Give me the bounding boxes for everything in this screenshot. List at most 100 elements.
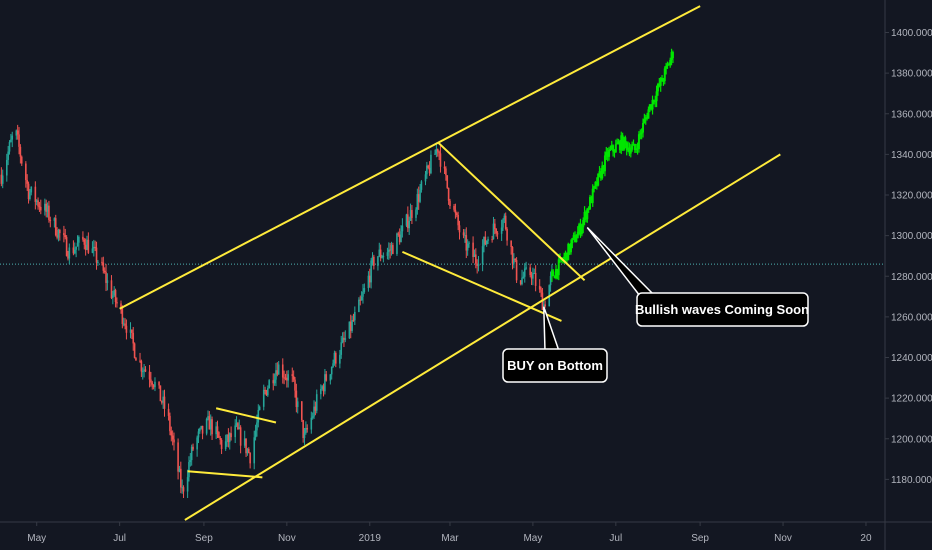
- candle-body-215: [409, 210, 412, 221]
- candle-body-228: [435, 149, 438, 154]
- candle-body-144: [275, 370, 277, 380]
- projected-body-37: [601, 165, 604, 179]
- candle-body-81: [154, 381, 156, 388]
- candle-body-105: [200, 425, 202, 429]
- candle-body-219: [417, 194, 420, 202]
- projected-body-65: [639, 133, 642, 135]
- projected-body-87: [669, 59, 672, 66]
- candle-body-272: [519, 280, 522, 285]
- projected-body-59: [631, 145, 634, 150]
- candle-body-252: [481, 246, 484, 264]
- candle-body-159: [303, 433, 306, 438]
- candle-body-220: [419, 189, 421, 202]
- candle-body-103: [197, 431, 200, 438]
- candle-body-208: [397, 233, 400, 235]
- candle-body-205: [390, 245, 393, 251]
- projected-body-50: [618, 141, 621, 151]
- candle-body-140: [267, 388, 269, 396]
- candle-body-187: [358, 299, 360, 312]
- candle-body-171: [325, 374, 328, 381]
- projected-body-18: [575, 238, 578, 243]
- projected-body-10: [564, 252, 567, 257]
- projected-body-44: [610, 145, 613, 150]
- candle-body-255: [485, 240, 488, 245]
- projected-body-42: [608, 149, 611, 157]
- candle-body-86: [163, 396, 166, 409]
- candle-body-149: [284, 377, 287, 379]
- candle-body-254: [484, 236, 487, 245]
- projected-body-70: [646, 117, 649, 119]
- candle-body-194: [370, 260, 372, 283]
- candle-body-218: [416, 194, 419, 210]
- candle-body-128: [245, 438, 247, 454]
- price-axis-ticks: 1180.000 1200.000 1220.000 1240.000 1260.000…: [885, 28, 932, 486]
- candle-body-29: [56, 235, 58, 238]
- candle-body-278: [530, 275, 533, 279]
- candle-body-281: [534, 272, 537, 286]
- time-axis-ticks: May Jul Sep Nov 2019 Mar May Jul Sep Nov 20: [27, 522, 872, 544]
- projected-body-56: [627, 147, 630, 151]
- candle-body-24: [46, 205, 49, 212]
- candle-body-11: [20, 156, 23, 164]
- candle-body-51: [97, 261, 99, 263]
- candle-body-245: [466, 243, 469, 251]
- candle-body-246: [468, 242, 470, 244]
- candle-body-10: [19, 146, 22, 157]
- candle-body-23: [45, 203, 48, 212]
- candle-body-156: [296, 401, 299, 407]
- candle-body-85: [162, 396, 164, 403]
- candle-body-189: [360, 296, 363, 301]
- candle-body-132: [253, 437, 256, 464]
- projected-body-76: [654, 101, 657, 103]
- candle-body-46: [87, 239, 90, 253]
- candle-body-8: [16, 130, 19, 135]
- projected-body-52: [621, 135, 624, 150]
- candle-body-259: [494, 223, 496, 229]
- candle-body-251: [477, 263, 480, 266]
- candle-body-64: [122, 323, 125, 325]
- trendlines: [119, 5, 781, 521]
- projected-body-19: [576, 231, 579, 239]
- candle-body-249: [475, 254, 477, 264]
- price-tick-label-2: 1220.000: [891, 394, 932, 405]
- candle-body-197: [377, 256, 379, 266]
- projected-body-53: [622, 137, 625, 150]
- candle-body-101: [192, 446, 194, 450]
- time-tick-label-1: Jul: [113, 533, 126, 544]
- candle-body-201: [382, 255, 385, 258]
- projected-body-22: [580, 227, 583, 235]
- candle-body-248: [473, 254, 476, 258]
- candle-body-122: [234, 425, 236, 438]
- candle-body-199: [379, 249, 382, 258]
- projected-body-1: [552, 271, 555, 277]
- candle-body-91: [173, 439, 175, 443]
- candle-body-266: [506, 228, 508, 241]
- candle-body-213: [407, 214, 409, 229]
- candle-body-36: [68, 247, 71, 259]
- candle-body-204: [389, 249, 391, 251]
- projected-body-64: [637, 134, 640, 150]
- candle-body-243: [464, 235, 466, 237]
- projected-body-88: [670, 52, 673, 60]
- candle-body-65: [124, 323, 126, 326]
- candle-body-175: [333, 352, 336, 364]
- projected-body-83: [663, 68, 666, 82]
- candle-body-43: [83, 239, 86, 245]
- candle-body-40: [76, 242, 79, 247]
- candle-body-66: [125, 325, 128, 333]
- candle-body-4: [8, 142, 11, 152]
- candle-body-268: [511, 247, 514, 264]
- price-tick-label-10: 1380.000: [891, 69, 932, 80]
- candle-body-167: [320, 388, 322, 395]
- candle-body-90: [171, 435, 174, 440]
- projected-body-63: [636, 148, 639, 150]
- candle-body-232: [443, 166, 446, 169]
- trendline-flag-lower: [187, 470, 263, 479]
- candle-body-270: [514, 258, 517, 261]
- candle-body-275: [523, 268, 526, 277]
- candle-body-116: [220, 439, 223, 449]
- candle-body-166: [315, 394, 318, 411]
- candle-body-63: [121, 307, 124, 324]
- projected-body-48: [616, 143, 619, 145]
